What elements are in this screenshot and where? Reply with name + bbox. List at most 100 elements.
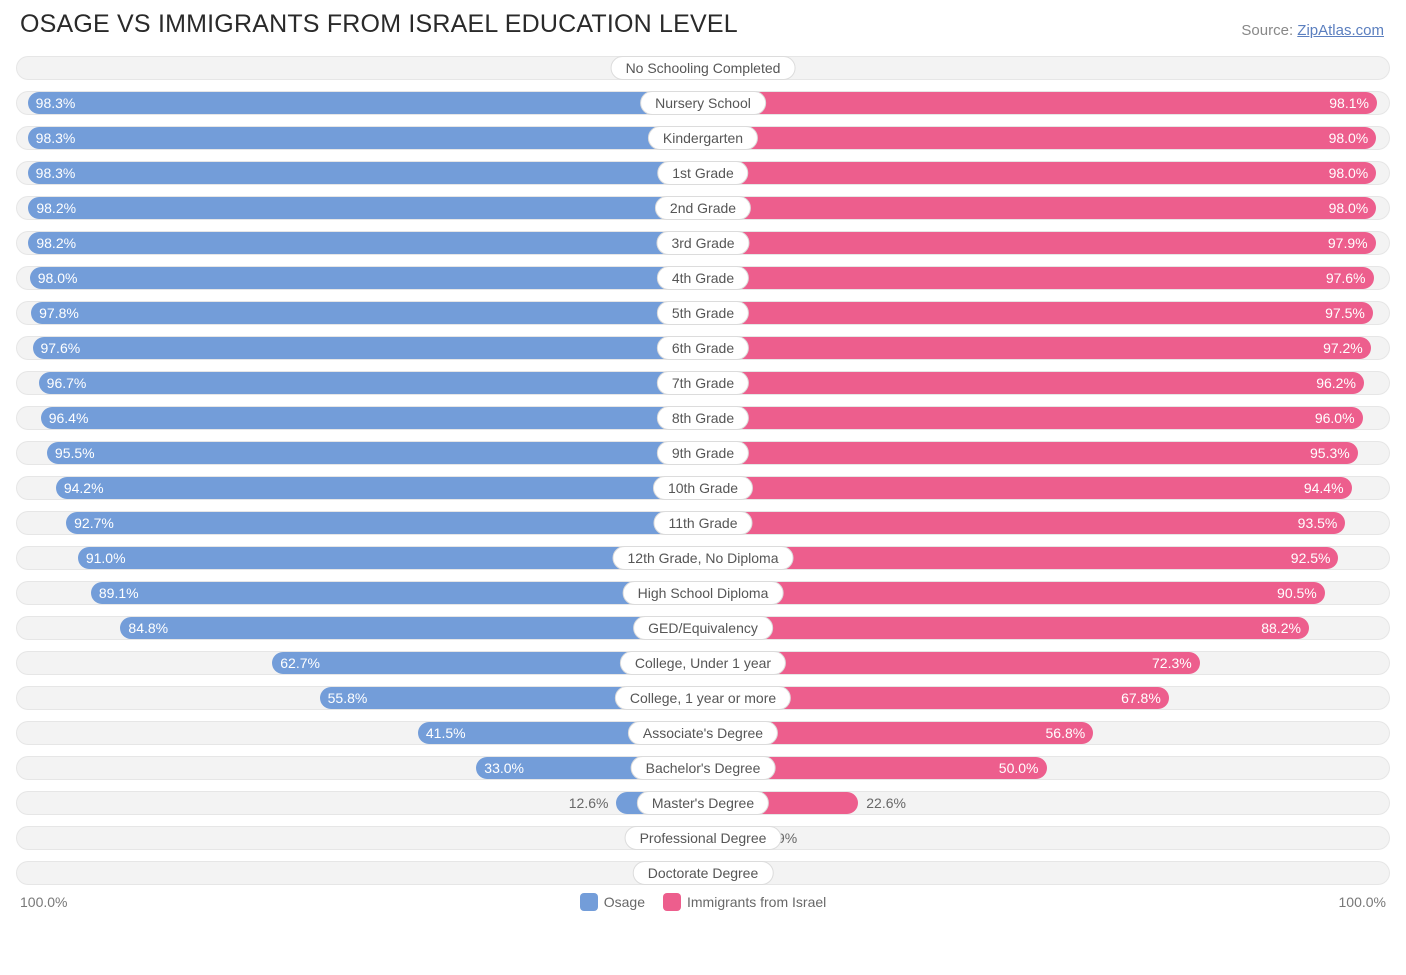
category-label: No Schooling Completed — [611, 56, 796, 80]
bar-value-left: 98.3% — [28, 162, 76, 184]
bar-left — [28, 232, 703, 254]
category-label: Master's Degree — [637, 791, 769, 815]
bar-left — [28, 162, 703, 184]
bar-half-left: 96.4% — [16, 403, 703, 431]
bar-value-left: 97.6% — [32, 337, 80, 359]
bar-half-left: 98.0% — [16, 263, 703, 291]
source-link[interactable]: ZipAtlas.com — [1297, 22, 1384, 39]
chart-row: 95.5%95.3%9th Grade — [16, 438, 1390, 466]
diverging-bar-chart: 1.8%2.0%No Schooling Completed98.3%98.1%… — [0, 45, 1406, 886]
bar-value-right: 97.6% — [1326, 267, 1374, 289]
bar-half-left: 33.0% — [16, 753, 703, 781]
bar-half-left: 98.2% — [16, 228, 703, 256]
bar-half-right: 7.9% — [703, 823, 1390, 851]
bar-value-right: 67.8% — [1121, 687, 1169, 709]
bar-value-left: 62.7% — [272, 652, 320, 674]
chart-row: 84.8%88.2%GED/Equivalency — [16, 613, 1390, 641]
bar-value-left: 92.7% — [66, 512, 114, 534]
bar-half-left: 84.8% — [16, 613, 703, 641]
bar-half-right: 98.0% — [703, 193, 1390, 221]
chart-header: OSAGE VS IMMIGRANTS FROM ISRAEL EDUCATIO… — [0, 0, 1406, 45]
bar-half-right: 97.5% — [703, 298, 1390, 326]
chart-row: 41.5% 56.8% Associate's Degree — [16, 718, 1390, 746]
bar-value-left: 96.4% — [41, 407, 89, 429]
category-label: 7th Grade — [657, 371, 749, 395]
category-label: 5th Grade — [657, 301, 749, 325]
bar-half-left: 12.6% — [16, 788, 703, 816]
bar-value-right: 88.2% — [1261, 617, 1309, 639]
bar-half-left: 94.2% — [16, 473, 703, 501]
legend-item-right: Immigrants from Israel — [663, 893, 826, 911]
bar-value-left: 89.1% — [91, 582, 139, 604]
bar-right — [703, 92, 1377, 114]
bar-value-right: 97.2% — [1323, 337, 1371, 359]
bar-value-left: 41.5% — [418, 722, 466, 744]
axis-left-max: 100.0% — [20, 894, 67, 910]
bar-half-left: 98.3% — [16, 123, 703, 151]
bar-half-right: 98.0% — [703, 158, 1390, 186]
chart-row: 33.0%50.0%Bachelor's Degree — [16, 753, 1390, 781]
bar-right — [703, 582, 1325, 604]
bar-left — [47, 442, 703, 464]
bar-value-left: 84.8% — [120, 617, 168, 639]
category-label: Professional Degree — [625, 826, 782, 850]
bar-value-right: 50.0% — [999, 757, 1047, 779]
bar-half-right: 95.3% — [703, 438, 1390, 466]
bar-half-right: 50.0% — [703, 753, 1390, 781]
category-label: Nursery School — [640, 91, 766, 115]
bar-half-right: 67.8% — [703, 683, 1390, 711]
source-attribution: Source: ZipAtlas.com — [1241, 22, 1384, 39]
bar-left — [28, 127, 703, 149]
bar-half-right: 72.3% — [703, 648, 1390, 676]
chart-row: 97.6% 97.2% 6th Grade — [16, 333, 1390, 361]
bar-right — [703, 302, 1373, 324]
category-label: 8th Grade — [657, 406, 749, 430]
bar-track — [16, 861, 703, 885]
bar-half-right: 2.0% — [703, 53, 1390, 81]
bar-left — [91, 582, 703, 604]
bar-track — [16, 826, 703, 850]
category-label: 9th Grade — [657, 441, 749, 465]
bar-half-right: 96.0% — [703, 403, 1390, 431]
bar-value-right: 97.5% — [1325, 302, 1373, 324]
chart-row: 96.4% 96.0%8th Grade — [16, 403, 1390, 431]
bar-right — [703, 162, 1376, 184]
legend-label-left: Osage — [604, 894, 645, 910]
bar-half-left: 41.5% — [16, 718, 703, 746]
bar-left — [120, 617, 703, 639]
axis-legend-row: 100.0% Osage Immigrants from Israel 100.… — [0, 893, 1406, 911]
bar-half-left: 98.3% — [16, 158, 703, 186]
bar-half-left: 91.0% — [16, 543, 703, 571]
category-label: College, Under 1 year — [620, 651, 786, 675]
bar-track — [703, 826, 1390, 850]
bar-right — [703, 232, 1376, 254]
bar-value-right: 98.0% — [1329, 197, 1377, 219]
legend-swatch-left — [580, 893, 598, 911]
chart-row: 12.6% 22.6% Master's Degree — [16, 788, 1390, 816]
bar-right — [703, 617, 1309, 639]
bar-right — [703, 267, 1374, 289]
chart-row: 94.2%94.4%10th Grade — [16, 473, 1390, 501]
chart-row: 98.3%98.0%Kindergarten — [16, 123, 1390, 151]
source-prefix: Source: — [1241, 22, 1297, 39]
chart-row: 98.2%98.0%2nd Grade — [16, 193, 1390, 221]
axis-right-max: 100.0% — [1339, 894, 1386, 910]
bar-value-right: 22.6% — [858, 792, 906, 814]
bar-value-right: 98.0% — [1329, 127, 1377, 149]
bar-value-right: 72.3% — [1152, 652, 1200, 674]
chart-row: 98.2%97.9%3rd Grade — [16, 228, 1390, 256]
category-label: 11th Grade — [653, 511, 752, 535]
bar-left — [28, 197, 703, 219]
bar-left — [66, 512, 703, 534]
bar-right — [703, 442, 1358, 464]
category-label: Associate's Degree — [628, 721, 778, 745]
chart-row: 3.7%7.9%Professional Degree — [16, 823, 1390, 851]
bar-right — [703, 127, 1376, 149]
bar-value-right: 56.8% — [1046, 722, 1094, 744]
category-label: 6th Grade — [657, 336, 749, 360]
bar-half-right: 94.4% — [703, 473, 1390, 501]
bar-half-right: 98.1% — [703, 88, 1390, 116]
bar-right — [703, 477, 1352, 499]
bar-half-right: 98.0% — [703, 123, 1390, 151]
bar-right — [703, 197, 1376, 219]
